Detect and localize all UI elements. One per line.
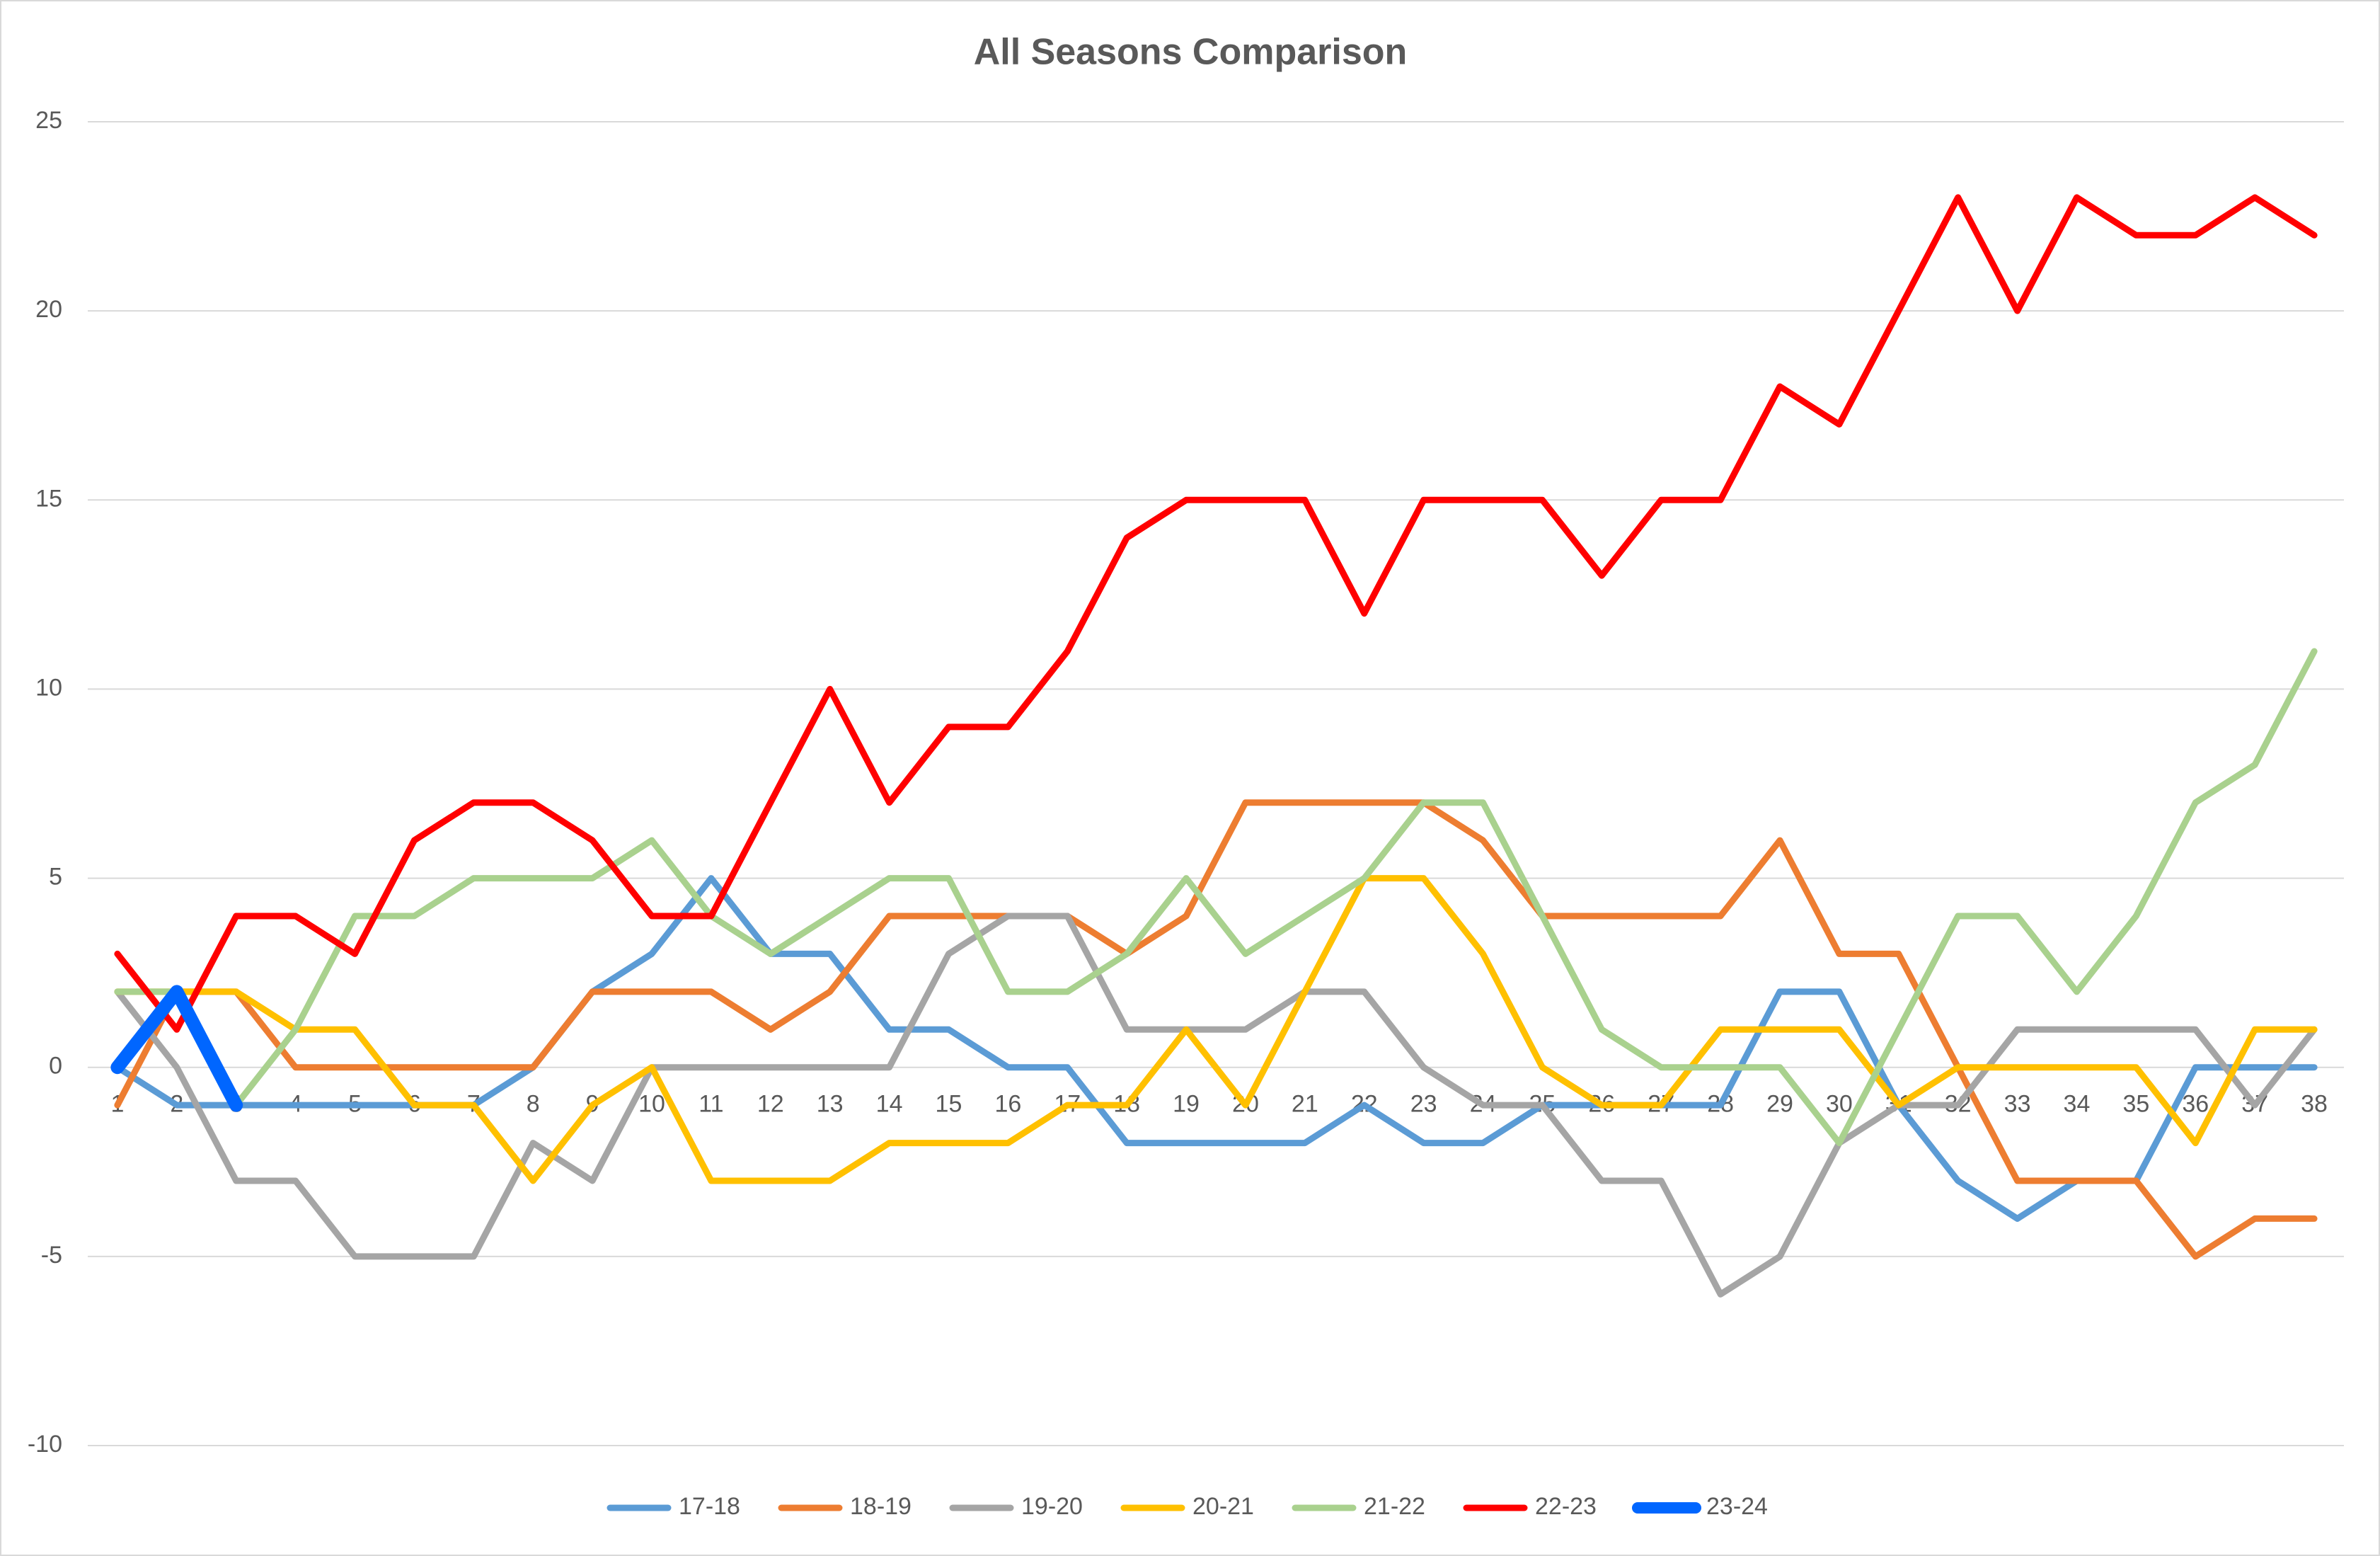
y-tick-label: 5	[49, 864, 62, 891]
x-tick-label: 33	[2004, 1091, 2031, 1118]
x-tick-label: 23	[1410, 1091, 1437, 1118]
legend-label: 22-23	[1535, 1493, 1597, 1520]
y-tick-label: 10	[35, 674, 62, 701]
y-tick-label: 15	[35, 485, 62, 512]
series-line	[114, 875, 2318, 1184]
series-line	[114, 913, 2318, 1298]
y-tick-label: 25	[35, 107, 62, 134]
x-tick-label: 10	[638, 1091, 665, 1118]
y-tick-label: -10	[28, 1431, 62, 1458]
legend-label: 17-18	[679, 1493, 740, 1520]
series-line	[114, 648, 2318, 1147]
legend-label: 23-24	[1706, 1493, 1768, 1520]
x-tick-label: 35	[2122, 1091, 2149, 1118]
x-tick-label: 36	[2182, 1091, 2209, 1118]
x-tick-label: 34	[2064, 1091, 2091, 1118]
legend-label: 18-19	[850, 1493, 912, 1520]
y-tick-label: 20	[35, 296, 62, 323]
x-tick-label: 11	[699, 1091, 723, 1118]
legend-label: 19-20	[1021, 1493, 1083, 1520]
x-tick-label: 12	[757, 1091, 784, 1118]
series-line	[114, 194, 2318, 1033]
x-tick-label: 21	[1292, 1091, 1318, 1118]
x-tick-label: 8	[527, 1091, 540, 1118]
x-tick-label: 29	[1766, 1091, 1793, 1118]
x-tick-label: 15	[936, 1091, 962, 1118]
x-tick-label: 16	[994, 1091, 1021, 1118]
series-line	[114, 875, 2318, 1222]
y-tick-label: 0	[49, 1053, 62, 1080]
x-tick-label: 30	[1826, 1091, 1853, 1118]
series-line	[114, 799, 2318, 1260]
y-tick-label: -5	[41, 1242, 62, 1269]
x-tick-label: 19	[1173, 1091, 1200, 1118]
series-line	[110, 985, 243, 1112]
x-tick-label: 13	[817, 1091, 844, 1118]
x-tick-label: 38	[2301, 1091, 2328, 1118]
legend-label: 20-21	[1192, 1493, 1254, 1520]
legend-label: 21-22	[1364, 1493, 1425, 1520]
x-tick-label: 14	[876, 1091, 903, 1118]
chart-title: All Seasons Comparison	[974, 32, 1408, 73]
